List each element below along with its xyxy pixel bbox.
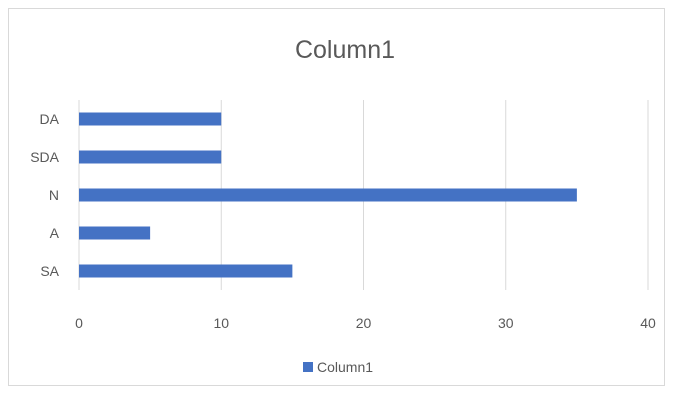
legend: Column1 — [303, 359, 373, 375]
value-axis-labels: 0 10 20 30 40 — [75, 315, 656, 331]
x-tick-label-0: 0 — [75, 315, 83, 331]
x-tick-label-10: 10 — [213, 315, 229, 331]
bar-sda — [79, 150, 222, 164]
bar-a — [79, 226, 151, 240]
x-tick-label-30: 30 — [498, 315, 514, 331]
x-tick-label-40: 40 — [640, 315, 656, 331]
x-tick-label-20: 20 — [356, 315, 372, 331]
chart-title: Column1 — [295, 36, 395, 64]
y-tick-label-da: DA — [40, 111, 60, 127]
bar-sa — [79, 264, 293, 278]
legend-label: Column1 — [317, 359, 373, 375]
bar-n — [79, 188, 577, 202]
bar-da — [79, 112, 222, 126]
y-tick-label-sda: SDA — [30, 149, 59, 165]
y-tick-label-a: A — [50, 225, 60, 241]
y-tick-label-n: N — [49, 187, 59, 203]
category-axis-labels: SA A N SDA DA — [30, 111, 59, 279]
bars — [79, 112, 577, 278]
legend-swatch — [303, 362, 313, 372]
y-tick-label-sa: SA — [40, 263, 59, 279]
